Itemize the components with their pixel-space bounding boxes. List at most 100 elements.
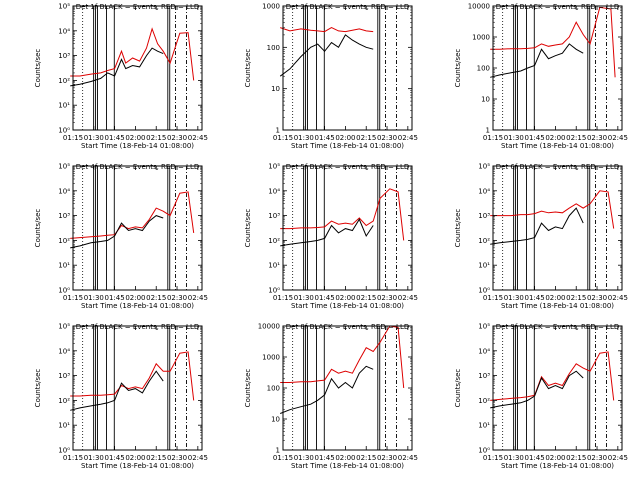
x-tick-label: 02:00 <box>125 134 145 142</box>
y-tick-label: 10⁴ <box>58 27 70 35</box>
y-axis-label: Counts/sec <box>34 49 42 88</box>
plot-frame <box>282 165 413 291</box>
panel-title: Det 5f BLACK = Events, RED = LLD <box>286 163 409 171</box>
lld-series-line <box>490 351 615 401</box>
y-tick-label: 10⁵ <box>478 323 490 331</box>
plot-frame <box>282 325 413 451</box>
plot-frame <box>282 5 413 131</box>
x-axis-label: Start Time (18-Feb-14 01:08:00) <box>291 462 404 470</box>
x-tick-label: 02:15 <box>146 454 166 462</box>
x-axis-label: Start Time (18-Feb-14 01:08:00) <box>81 302 194 310</box>
y-tick-label: 10⁴ <box>478 347 490 355</box>
x-tick-label: 01:45 <box>105 454 125 462</box>
y-tick-label: 1000 <box>262 354 280 362</box>
y-tick-label: 10³ <box>58 52 70 60</box>
x-tick-label: 02:00 <box>335 134 355 142</box>
detector-panel-8: Det 8f BLACK = Events, RED = LLD 1 10 100 10… <box>244 323 418 471</box>
y-axis-label: Counts/sec <box>244 369 252 408</box>
y-tick-label: 10⁰ <box>58 127 70 135</box>
y-tick-label: 10³ <box>478 372 490 380</box>
y-tick-label: 10³ <box>478 212 490 220</box>
y-tick-label: 10⁰ <box>268 287 280 295</box>
x-tick-label: 01:45 <box>105 134 125 142</box>
y-tick-label: 10¹ <box>268 262 280 270</box>
y-tick-label: 10 <box>481 96 490 104</box>
x-axis-label: Start Time (18-Feb-14 01:08:00) <box>501 462 614 470</box>
y-tick-label: 10⁰ <box>478 447 490 455</box>
x-tick-label: 01:15 <box>483 134 503 142</box>
x-tick-label: 01:15 <box>273 294 293 302</box>
x-tick-label: 01:15 <box>483 454 503 462</box>
x-tick-label: 02:45 <box>188 454 208 462</box>
x-tick-label: 01:30 <box>84 294 104 302</box>
y-tick-label: 10⁵ <box>478 163 490 171</box>
lld-series-line <box>490 6 616 78</box>
lld-series-line <box>280 27 374 33</box>
x-tick-label: 02:45 <box>188 134 208 142</box>
events-series-line <box>70 370 164 411</box>
y-tick-label: 10² <box>58 397 70 405</box>
x-tick-label: 01:15 <box>63 134 83 142</box>
detector-panel-6: Det 6f BLACK = Events, RED = LLD 10⁰ 10¹ 10… <box>454 163 628 311</box>
y-tick-label: 1000 <box>472 34 490 42</box>
x-tick-label: 02:15 <box>566 454 586 462</box>
y-tick-label: 1 <box>276 127 280 135</box>
x-tick-label: 02:00 <box>125 294 145 302</box>
events-series-line <box>70 215 164 249</box>
y-tick-label: 100 <box>477 65 490 73</box>
panel-title: Det 9f BLACK = Events, RED = LLD <box>496 323 619 331</box>
y-axis-label: Counts/sec <box>454 49 462 88</box>
x-tick-label: 02:30 <box>587 134 607 142</box>
y-tick-label: 10² <box>58 77 70 85</box>
x-tick-label: 02:00 <box>545 134 565 142</box>
x-tick-label: 01:30 <box>504 294 524 302</box>
x-tick-label: 02:45 <box>398 134 418 142</box>
x-tick-label: 01:15 <box>483 294 503 302</box>
y-tick-label: 100 <box>267 44 280 52</box>
x-tick-label: 02:00 <box>335 294 355 302</box>
y-tick-label: 10⁰ <box>58 447 70 455</box>
x-tick-label: 02:30 <box>377 454 397 462</box>
x-tick-label: 01:15 <box>273 134 293 142</box>
y-tick-label: 10 <box>271 416 280 424</box>
y-axis-label: Counts/sec <box>454 209 462 248</box>
detector-panel-2: Det 2f BLACK = Events, RED = LLD 1 10 100 10… <box>244 3 418 151</box>
x-axis-label: Start Time (18-Feb-14 01:08:00) <box>501 142 614 150</box>
x-tick-label: 01:45 <box>525 134 545 142</box>
detector-panel-7: Det 7f BLACK = Events, RED = LLD 10⁰ 10¹ 10… <box>34 323 208 471</box>
x-tick-label: 02:30 <box>377 294 397 302</box>
y-tick-label: 10² <box>478 237 490 245</box>
x-tick-label: 01:45 <box>315 134 335 142</box>
x-tick-label: 02:15 <box>356 134 376 142</box>
detector-panel-4: Det 4f BLACK = Events, RED = LLD 10⁰ 10¹ 10… <box>34 163 208 311</box>
events-series-line <box>490 43 584 78</box>
detector-panel-9: Det 9f BLACK = Events, RED = LLD 10⁰ 10¹ 10… <box>454 323 628 471</box>
lld-series-line <box>70 351 195 401</box>
y-tick-label: 10² <box>268 237 280 245</box>
x-axis-label: Start Time (18-Feb-14 01:08:00) <box>291 142 404 150</box>
x-tick-label: 02:15 <box>146 294 166 302</box>
x-tick-label: 01:30 <box>294 134 314 142</box>
panel-title: Det 6f BLACK = Events, RED = LLD <box>496 163 619 171</box>
events-series-line <box>490 207 584 245</box>
panel-title: Det 7f BLACK = Events, RED = LLD <box>76 323 199 331</box>
plot-frame <box>492 5 623 131</box>
panel-title: Det 3f BLACK = Events, RED = LLD <box>496 3 619 11</box>
x-tick-label: 02:00 <box>545 294 565 302</box>
y-tick-label: 10² <box>478 397 490 405</box>
x-tick-label: 02:15 <box>356 294 376 302</box>
y-tick-label: 10³ <box>58 212 70 220</box>
y-tick-label: 10⁰ <box>478 287 490 295</box>
x-axis-label: Start Time (18-Feb-14 01:08:00) <box>501 302 614 310</box>
y-tick-label: 10¹ <box>58 262 70 270</box>
x-axis-label: Start Time (18-Feb-14 01:08:00) <box>81 462 194 470</box>
x-tick-label: 02:15 <box>146 134 166 142</box>
x-tick-label: 02:00 <box>125 454 145 462</box>
lld-series-line <box>70 27 195 81</box>
y-tick-label: 10¹ <box>58 422 70 430</box>
x-tick-label: 02:45 <box>188 294 208 302</box>
detector-panel-3: Det 3f BLACK = Events, RED = LLD 1 10 100 10… <box>454 3 628 151</box>
y-tick-label: 10⁵ <box>58 163 70 171</box>
events-series-line <box>70 47 164 87</box>
